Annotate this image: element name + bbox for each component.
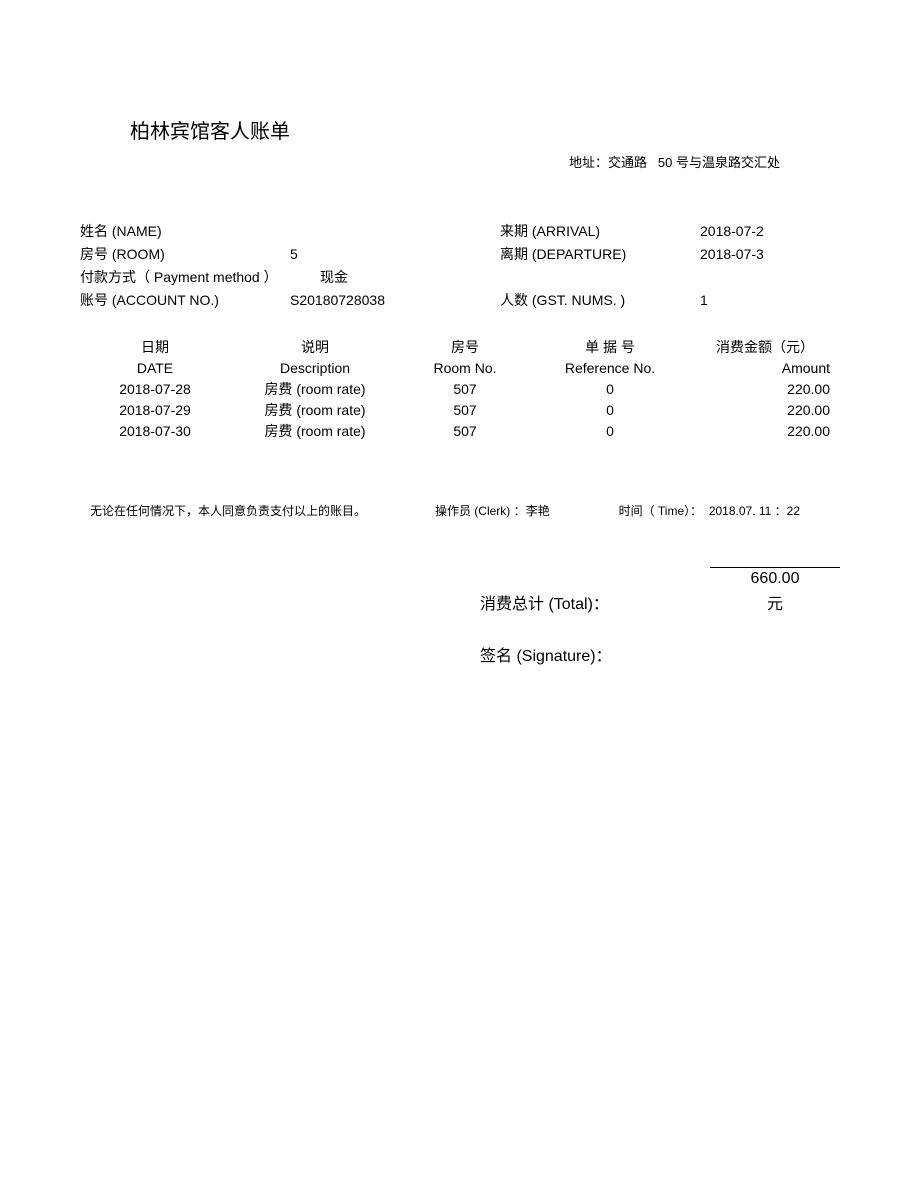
clerk-info: 操作员 (Clerk) ：李艳 <box>435 502 550 519</box>
col-date-header: 日期 <box>80 337 230 358</box>
col-room-header: 房号 <box>400 337 530 358</box>
col-amount-header-en: Amount <box>690 358 840 379</box>
cell-amount: 220.00 <box>690 379 840 400</box>
col-ref-header: 单 据 号 <box>530 337 690 358</box>
account-label: 账号 (ACCOUNT NO.) <box>80 290 290 311</box>
info-row: 房号 (ROOM) 5 离期 (DEPARTURE) 2018-07-3 <box>80 244 840 265</box>
guests-label: 人数 (GST. NUMS. ) <box>500 290 700 311</box>
table-row: 2018-07-28房费 (room rate)5070220.00 <box>80 379 840 400</box>
hotel-address: 地址：交通路 50 号与温泉路交汇处 <box>80 152 840 171</box>
footer-line: 无论在任何情况下，本人同意负责支付以上的账目。 操作员 (Clerk) ：李艳 … <box>80 502 840 519</box>
time-info: 时间（ Time）： 2018.07. 11 ：22 <box>619 502 800 519</box>
cell-amount: 220.00 <box>690 400 840 421</box>
col-date-header-en: DATE <box>80 358 230 379</box>
col-desc-header-en: Description <box>230 358 400 379</box>
total-label: 消费总计 (Total)： <box>480 590 710 614</box>
cell-amount: 220.00 <box>690 421 840 442</box>
cell-room: 507 <box>400 379 530 400</box>
name-value <box>290 221 500 242</box>
table-header-cn: 日期 说明 房号 单 据 号 消费金额（元） <box>80 337 840 358</box>
total-section: 660.00 消费总计 (Total)： 元 <box>80 567 840 614</box>
name-label: 姓名 (NAME) <box>80 221 290 242</box>
cell-date: 2018-07-29 <box>80 400 230 421</box>
cell-date: 2018-07-30 <box>80 421 230 442</box>
cell-desc: 房费 (room rate) <box>230 421 400 442</box>
col-ref-header-en: Reference No. <box>530 358 690 379</box>
arrival-value: 2018-07-2 <box>700 221 840 242</box>
cell-ref: 0 <box>530 379 690 400</box>
disclaimer-text: 无论在任何情况下，本人同意负责支付以上的账目。 <box>90 502 366 519</box>
signature-label: 签名 (Signature)： <box>80 642 840 666</box>
guest-info-section: 姓名 (NAME) 来期 (ARRIVAL) 2018-07-2 房号 (ROO… <box>80 221 840 311</box>
total-currency: 元 <box>710 590 840 614</box>
table-header-en: DATE Description Room No. Reference No. … <box>80 358 840 379</box>
table-row: 2018-07-29房费 (room rate)5070220.00 <box>80 400 840 421</box>
departure-value: 2018-07-3 <box>700 244 840 265</box>
cell-desc: 房费 (room rate) <box>230 400 400 421</box>
cell-room: 507 <box>400 421 530 442</box>
account-value: S20180728038 <box>290 290 500 311</box>
info-row: 姓名 (NAME) 来期 (ARRIVAL) 2018-07-2 <box>80 221 840 242</box>
total-amount: 660.00 <box>710 567 840 588</box>
invoice-page: 柏林宾馆客人账单 地址：交通路 50 号与温泉路交汇处 姓名 (NAME) 来期… <box>0 0 920 666</box>
room-value: 5 <box>290 244 500 265</box>
cell-ref: 0 <box>530 400 690 421</box>
guests-value: 1 <box>700 290 840 311</box>
table-row: 2018-07-30房费 (room rate)5070220.00 <box>80 421 840 442</box>
payment-label: 付款方式（ Payment method ） <box>80 267 320 288</box>
col-room-header-en: Room No. <box>400 358 530 379</box>
invoice-title: 柏林宾馆客人账单 <box>130 115 840 144</box>
col-desc-header: 说明 <box>230 337 400 358</box>
info-row: 账号 (ACCOUNT NO.) S20180728038 人数 (GST. N… <box>80 290 840 311</box>
col-amount-header: 消费金额（元） <box>690 337 840 358</box>
cell-room: 507 <box>400 400 530 421</box>
departure-label: 离期 (DEPARTURE) <box>500 244 700 265</box>
cell-desc: 房费 (room rate) <box>230 379 400 400</box>
cell-date: 2018-07-28 <box>80 379 230 400</box>
table-body: 2018-07-28房费 (room rate)5070220.002018-0… <box>80 379 840 442</box>
payment-value: 现金 <box>320 267 500 288</box>
info-row: 付款方式（ Payment method ） 现金 <box>80 267 840 288</box>
room-label: 房号 (ROOM) <box>80 244 290 265</box>
charges-table: 日期 说明 房号 单 据 号 消费金额（元） DATE Description … <box>80 337 840 442</box>
arrival-label: 来期 (ARRIVAL) <box>500 221 700 242</box>
cell-ref: 0 <box>530 421 690 442</box>
